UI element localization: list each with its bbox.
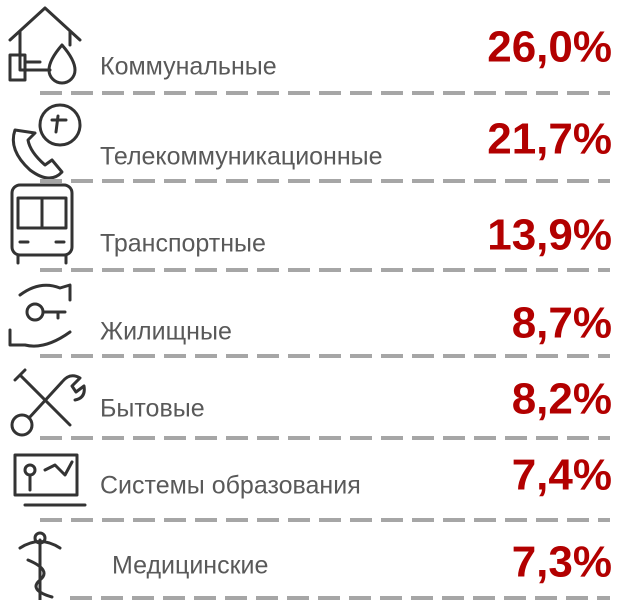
- item-value: 7,4%: [512, 451, 612, 500]
- item-label: Транспортные: [100, 230, 266, 258]
- item-label: Бытовые: [100, 395, 205, 423]
- icon-house: [8, 6, 82, 85]
- icon-key-hand: [8, 283, 72, 348]
- item-value: 7,3%: [512, 538, 612, 587]
- icon-tools: [10, 368, 86, 437]
- item-value: 8,2%: [512, 375, 612, 424]
- icon-caduceus: [18, 531, 62, 600]
- icon-bus: [10, 183, 74, 265]
- item-value: 21,7%: [487, 115, 612, 164]
- item-label: Жилищные: [100, 318, 232, 346]
- item-label: Коммунальные: [100, 53, 277, 81]
- icon-teacher: [13, 453, 87, 507]
- item-value: 13,9%: [487, 211, 612, 260]
- item-value: 8,7%: [512, 299, 612, 348]
- item-label: Медицинские: [112, 552, 268, 580]
- item-label: Системы образования: [100, 472, 361, 500]
- icon-phone: [11, 103, 82, 180]
- item-label: Телекоммуникационные: [100, 143, 383, 171]
- item-value: 26,0%: [487, 23, 612, 72]
